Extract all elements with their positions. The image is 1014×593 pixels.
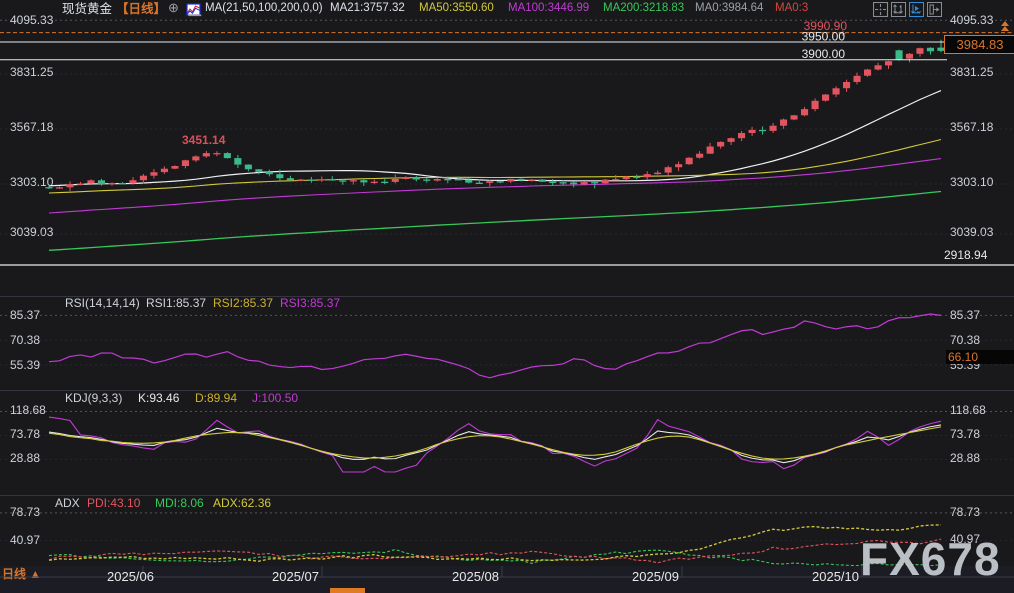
svg-text:3451.14: 3451.14 [182, 133, 226, 147]
svg-text:3950.00: 3950.00 [802, 30, 846, 44]
svg-text:3900.00: 3900.00 [802, 47, 846, 61]
